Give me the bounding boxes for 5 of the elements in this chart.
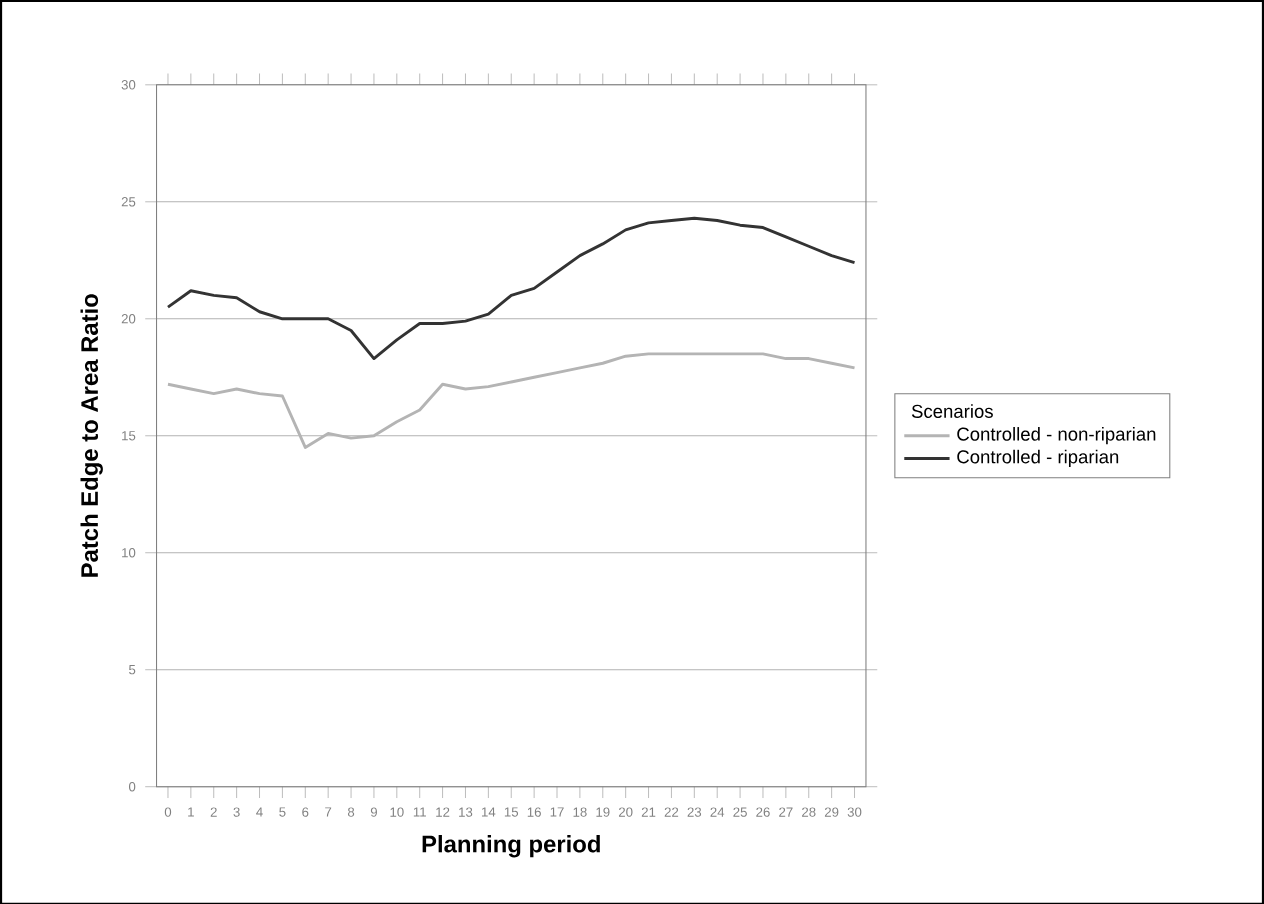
legend-title: Scenarios bbox=[911, 403, 993, 418]
x-axis-title: Planning period bbox=[422, 834, 600, 857]
y-axis-title: Patch Edge to Area Ratio bbox=[80, 293, 103, 577]
legend-label: Controlled - riparian bbox=[957, 449, 1119, 467]
legend-label: Controlled - non-riparian bbox=[957, 426, 1156, 444]
